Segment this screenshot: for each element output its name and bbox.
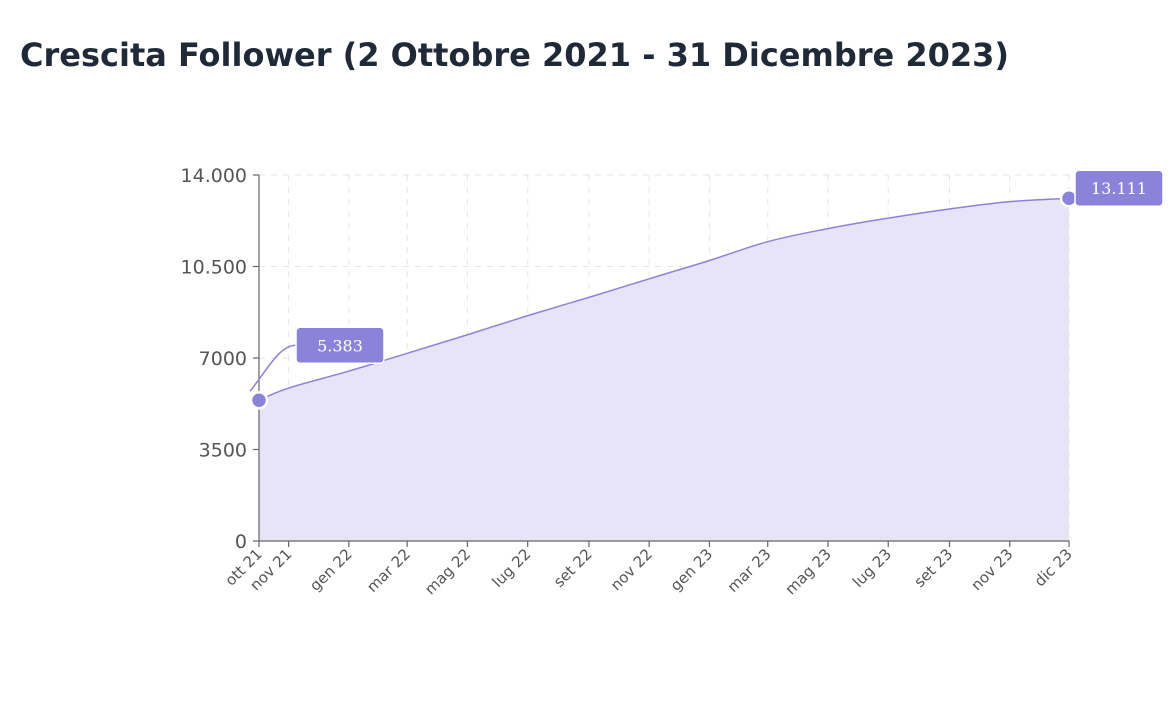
data-point-marker [249,391,269,410]
x-tick-label: set 22 [550,545,596,591]
value-callout-box [295,326,385,365]
x-tick-label: mag 23 [782,545,835,598]
x-tick-label: mar 22 [363,545,414,596]
y-tick-label: 7000 [199,348,247,370]
y-tick-label: 0 [235,531,247,553]
callout-connector [249,344,297,392]
series-area-fill [259,198,1069,541]
area-series [258,197,1070,541]
y-tick-label: 14.000 [181,165,247,187]
x-tick-label: dic 23 [1031,545,1076,590]
x-tick-label: set 23 [910,545,956,591]
x-tick-label: lug 22 [489,545,535,591]
x-tick-label: mar 23 [724,545,775,596]
x-tick-label: nov 22 [607,545,656,594]
chart-title: Crescita Follower (2 Ottobre 2021 - 31 D… [20,36,1010,74]
value-callout-label: 13.111 [1091,179,1147,198]
y-tick-label: 10.500 [181,257,247,279]
x-tick-label: lug 23 [849,545,895,591]
value-callout-label: 5.383 [317,336,363,355]
x-tick-label: nov 23 [967,545,1016,594]
y-tick-label: 3500 [199,440,247,462]
point-markers [249,188,1079,410]
x-tick-label: mag 22 [421,545,474,598]
value-callout-box [1074,169,1164,207]
series-line [258,197,1070,401]
x-tick-label: gen 22 [306,545,356,595]
value-callouts: 5.383 13.111 [249,169,1164,392]
x-tick-label: gen 23 [667,545,717,595]
